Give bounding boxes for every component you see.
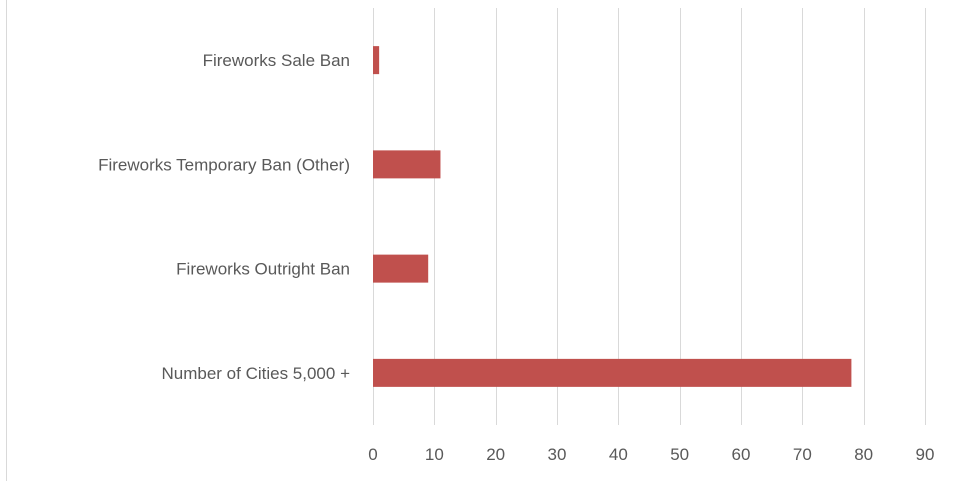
x-tick-label: 60 [732,445,751,464]
x-tick-label: 10 [425,445,444,464]
chart-border [6,0,7,481]
x-tick-label: 90 [916,445,935,464]
x-tick-label: 20 [486,445,505,464]
x-tick-label: 30 [548,445,567,464]
category-label: Fireworks Outright Ban [176,260,350,279]
bars [373,46,852,387]
x-tick-label: 80 [854,445,873,464]
category-label: Fireworks Sale Ban [203,51,350,70]
bar [373,358,852,387]
gridlines [373,8,926,425]
category-label: Number of Cities 5,000 + [161,364,350,383]
bar [373,46,380,75]
x-tick-label: 40 [609,445,628,464]
x-tick-labels: 0 10 20 30 40 50 60 70 80 90 [368,445,934,464]
x-tick-label: 50 [670,445,689,464]
category-labels: Number of Cities 5,000 + Fireworks Outrig… [98,51,350,383]
category-label: Fireworks Temporary Ban (Other) [98,155,350,174]
bar [373,150,441,179]
x-tick-label: 0 [368,445,377,464]
x-tick-label: 70 [793,445,812,464]
bar [373,254,429,283]
